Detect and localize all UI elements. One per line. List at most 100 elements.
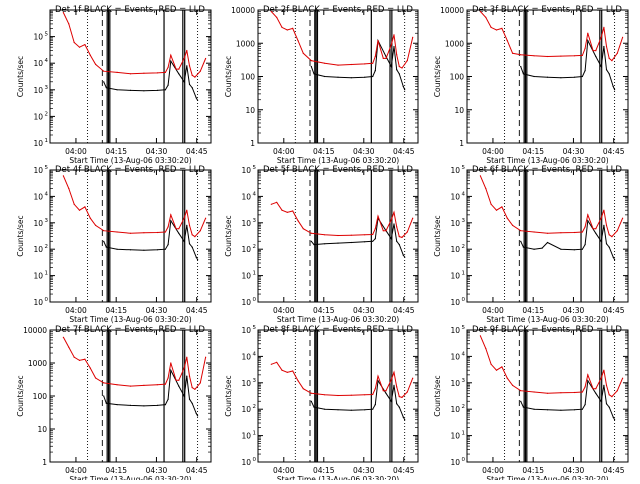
data-point-lld (595, 388, 597, 390)
x-axis-label: Start Time (13-Aug-06 03:30:20) (277, 475, 399, 480)
x-tick-label: 04:30 (146, 466, 168, 475)
data-point-events (188, 398, 191, 400)
data-point-events (310, 65, 312, 68)
data-point-events (191, 402, 193, 404)
data-point-events (183, 81, 185, 83)
data-point-events (402, 85, 404, 88)
x-tick-label: 04:00 (482, 147, 504, 156)
data-point-lld (199, 230, 201, 232)
data-point-lld (350, 234, 352, 236)
data-point-events (324, 243, 326, 245)
data-point-events (398, 244, 400, 246)
data-point-lld (281, 209, 283, 211)
x-tick-label: 04:45 (603, 466, 625, 475)
data-point-lld (377, 375, 379, 377)
x-tick-label: 04:15 (313, 147, 335, 156)
data-point-events (164, 248, 166, 250)
data-point-lld (364, 394, 366, 396)
data-point-events (374, 70, 376, 72)
data-point-lld (372, 233, 374, 236)
data-point-lld (479, 10, 481, 13)
data-point-lld (584, 386, 586, 388)
data-point-events (105, 402, 107, 404)
data-point-lld (297, 220, 299, 222)
data-point-lld (622, 377, 624, 379)
y-tick-label: 10 (450, 326, 460, 335)
series-line-events (520, 379, 616, 420)
x-tick-label: 04:45 (186, 306, 208, 315)
data-point-lld (501, 206, 503, 208)
data-point-events (197, 99, 199, 101)
y-tick-exponent: 0 (253, 457, 257, 463)
data-point-lld (276, 201, 278, 203)
data-point-events (600, 65, 602, 68)
x-tick-label: 04:00 (482, 466, 504, 475)
data-point-lld (506, 40, 508, 42)
y-tick-label: 10 (33, 245, 43, 254)
data-point-lld (584, 47, 586, 50)
data-point-lld (382, 57, 384, 60)
data-point-lld (183, 217, 185, 219)
y-tick-label: 10 (241, 405, 251, 414)
data-point-lld (62, 12, 64, 14)
data-point-lld (605, 224, 608, 226)
data-point-events (612, 256, 614, 258)
y-tick-label: 10000 (23, 326, 47, 335)
y-tick-label: 10 (241, 192, 251, 201)
data-point-lld (292, 370, 294, 372)
plot-frame (466, 169, 629, 303)
data-point-events (372, 408, 374, 410)
data-point-events (167, 398, 169, 400)
data-point-lld (560, 392, 562, 394)
data-point-lld (396, 54, 398, 56)
data-point-lld (103, 382, 105, 384)
data-point-lld (608, 394, 610, 396)
data-point-events (310, 400, 312, 402)
data-point-lld (84, 358, 86, 360)
data-point-lld (412, 36, 414, 39)
x-tick-label: 04:00 (65, 306, 87, 315)
data-point-events (188, 243, 191, 245)
data-point-lld (581, 231, 584, 233)
y-tick-label: 10 (450, 245, 460, 254)
data-point-lld (286, 211, 288, 213)
y-tick-exponent: 0 (462, 457, 466, 463)
plot-frame (257, 9, 419, 144)
data-point-lld (324, 394, 326, 396)
x-tick-label: 04:15 (105, 147, 127, 156)
series-line-lld (62, 12, 207, 78)
y-axis-label: Counts/sec (433, 215, 442, 256)
data-point-lld (129, 232, 132, 234)
data-point-events (404, 419, 406, 421)
y-tick-label: 10 (450, 272, 460, 281)
data-point-lld (292, 210, 294, 212)
data-point-events (608, 406, 610, 408)
data-point-lld (164, 383, 166, 385)
data-point-lld (167, 66, 169, 68)
data-point-lld (600, 36, 602, 39)
y-tick-label: 1000 (445, 39, 464, 48)
data-point-lld (406, 231, 408, 233)
y-tick-exponent: 5 (45, 165, 49, 171)
data-point-lld (68, 23, 70, 25)
data-point-events (533, 248, 535, 250)
data-point-lld (603, 209, 605, 211)
series-line-events (520, 219, 616, 260)
y-tick-exponent: 5 (462, 325, 466, 331)
x-tick-label: 04:15 (105, 306, 127, 315)
data-point-lld (205, 217, 207, 219)
data-point-lld (175, 228, 177, 230)
data-point-events (600, 240, 602, 242)
data-point-lld (573, 231, 575, 234)
data-point-lld (194, 236, 196, 238)
y-tick-exponent: 4 (45, 191, 49, 197)
y-tick-exponent: 4 (462, 191, 466, 197)
data-point-lld (401, 67, 403, 69)
y-tick-label: 1 (459, 139, 464, 148)
y-tick-label: 10 (450, 432, 460, 441)
data-point-events (612, 416, 614, 418)
y-tick-exponent: 2 (462, 244, 466, 250)
series-line-events (103, 59, 199, 101)
